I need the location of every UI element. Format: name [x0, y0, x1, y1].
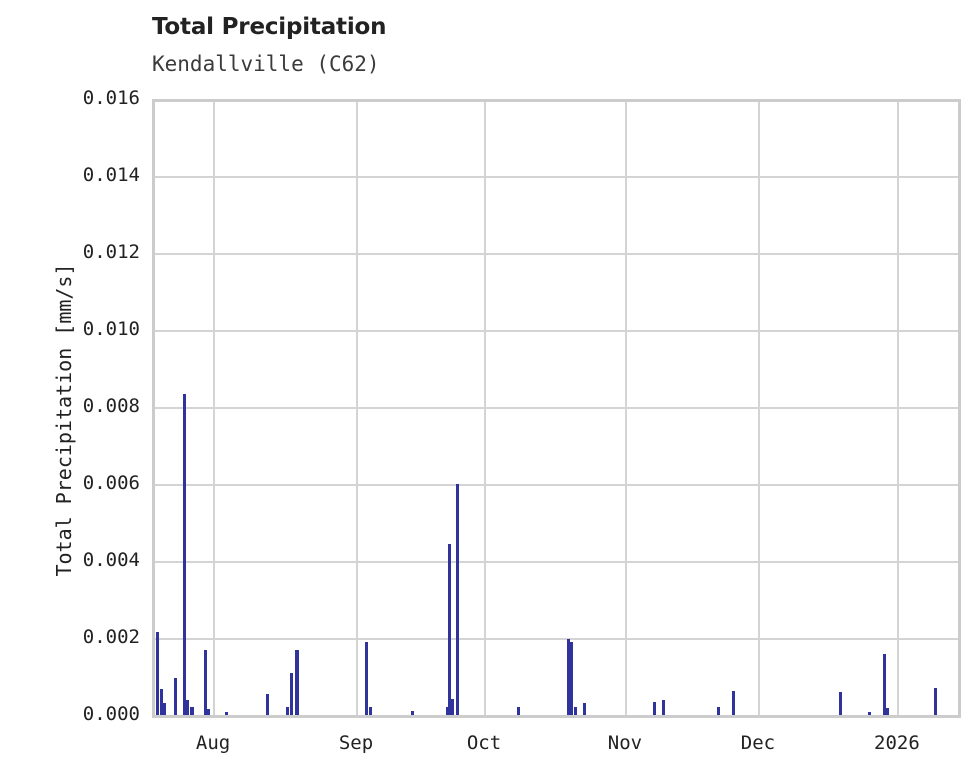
chart-title: Total Precipitation — [152, 14, 387, 40]
data-bar — [190, 706, 195, 715]
data-bar — [295, 649, 300, 715]
y-tick-label: 0.000 — [82, 703, 140, 725]
x-tick-label: Nov — [607, 732, 643, 754]
data-bar — [653, 701, 656, 715]
gridline-vertical — [896, 99, 899, 718]
y-tick-label: 0.008 — [82, 395, 140, 417]
x-tick-label: Sep — [338, 732, 374, 754]
gridline-vertical — [484, 99, 486, 718]
data-bar — [160, 688, 163, 715]
data-bar — [155, 632, 159, 715]
y-axis-tick-labels: 0.000 0.002 0.004 0.006 0.008 0.010 0.012 0.014… — [20, 0, 140, 780]
x-tick-label: Dec — [740, 732, 776, 754]
gridline-horizontal — [152, 253, 961, 255]
data-bar — [455, 484, 459, 715]
gridline-vertical — [213, 99, 216, 718]
y-tick-label: 0.002 — [82, 626, 140, 648]
axis-spine-bottom — [152, 715, 961, 718]
data-bar — [885, 708, 889, 715]
y-tick-label: 0.010 — [82, 318, 140, 340]
data-bar — [207, 708, 210, 715]
axis-spine-top — [152, 99, 961, 102]
data-bar — [450, 698, 454, 715]
data-bar — [447, 543, 451, 715]
data-bar — [838, 691, 842, 715]
x-tick-label: Aug — [195, 732, 231, 754]
gridline-horizontal — [152, 638, 961, 640]
data-bar — [204, 649, 208, 715]
y-tick-label: 0.012 — [82, 241, 140, 263]
data-bar — [517, 706, 521, 715]
x-tick-label: 2026 — [874, 732, 920, 754]
gridline-horizontal — [152, 330, 961, 332]
data-bar — [365, 641, 368, 715]
y-tick-label: 0.016 — [82, 87, 140, 109]
axis-spine-left — [152, 99, 155, 718]
data-bar — [445, 707, 449, 715]
gridline-horizontal — [152, 407, 961, 409]
y-tick-label: 0.006 — [82, 472, 140, 494]
gridline-vertical — [624, 99, 627, 718]
data-bar — [286, 707, 290, 715]
gridline-horizontal — [152, 561, 961, 563]
data-bar — [369, 706, 373, 715]
data-bar — [290, 672, 293, 715]
x-tick-label: Oct — [466, 732, 502, 754]
data-bar — [583, 703, 587, 715]
data-bar — [163, 703, 166, 715]
gridline-vertical — [757, 99, 760, 718]
data-bar — [716, 706, 720, 715]
gridline-horizontal — [152, 176, 961, 178]
data-bar — [410, 710, 414, 715]
data-bar — [570, 641, 573, 715]
data-bar — [882, 654, 886, 715]
data-bar — [731, 691, 735, 715]
chart-subtitle: Kendallville (C62) — [152, 52, 380, 76]
plot-area — [152, 99, 961, 718]
gridline-vertical — [356, 99, 359, 718]
data-bar — [661, 700, 665, 715]
data-bar — [182, 393, 186, 715]
axis-spine-right — [958, 99, 961, 718]
data-bar — [266, 693, 270, 715]
y-tick-label: 0.004 — [82, 549, 140, 571]
data-bar — [186, 700, 190, 715]
gridline-horizontal — [152, 484, 961, 486]
data-bar — [867, 712, 871, 715]
y-tick-label: 0.014 — [82, 164, 140, 186]
data-bar — [933, 688, 937, 715]
data-bar — [567, 638, 571, 715]
data-bar — [573, 707, 577, 715]
data-bar — [225, 711, 229, 715]
data-bar — [174, 677, 177, 715]
